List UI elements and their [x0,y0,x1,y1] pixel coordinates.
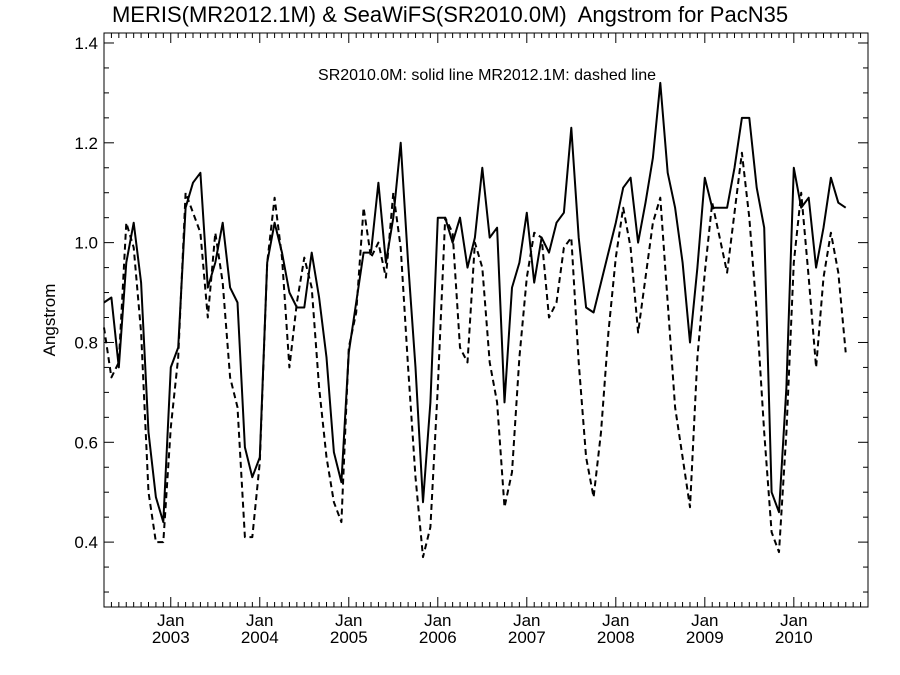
x-tick-label-year: 2009 [686,628,724,647]
x-tick-label-month: Jan [691,611,718,630]
y-tick-label: 0.8 [74,333,98,352]
y-tick-label: 0.6 [74,433,98,452]
x-axis: Jan2003Jan2004Jan2005Jan2006Jan2007Jan20… [110,33,862,647]
x-tick-label-year: 2010 [775,628,813,647]
series-line-sr2010-0m [103,81,847,524]
series-line-mr2012-1m [103,151,847,559]
x-tick-label-month: Jan [780,611,807,630]
x-tick-label-month: Jan [513,611,540,630]
y-tick-label: 1.0 [74,234,98,253]
x-tick-label-year: 2008 [597,628,635,647]
x-tick-label-month: Jan [602,611,629,630]
x-tick-label-month: Jan [246,611,273,630]
x-tick-label-year: 2005 [330,628,368,647]
x-tick-label-year: 2007 [508,628,546,647]
y-axis: 0.4 0.6 0.8 1.0 1.2 1.4 [74,34,868,593]
chart-title: MERIS(MR2012.1M) & SeaWiFS(SR2010.0M) An… [111,2,789,27]
plot-frame [103,32,869,608]
y-tick-label: 1.2 [74,134,98,153]
x-tick-label-year: 2004 [241,628,279,647]
y-tick-label: 0.4 [74,533,98,552]
x-tick-label-month: Jan [335,611,362,630]
y-axis-label: Angstrom [40,284,59,357]
x-tick-label-month: Jan [424,611,451,630]
x-tick-label-year: 2006 [419,628,457,647]
legend-annotation: SR2010.0M: solid line MR2012.1M: dashed … [318,67,656,84]
y-tick-label: 1.4 [74,34,98,53]
series-layer [103,81,847,559]
x-tick-label-month: Jan [157,611,184,630]
x-tick-label-year: 2003 [152,628,190,647]
